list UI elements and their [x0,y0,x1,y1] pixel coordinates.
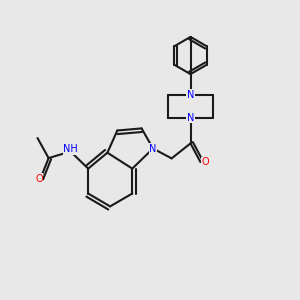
Text: N: N [187,89,194,100]
Text: N: N [187,112,194,123]
Text: NH: NH [63,144,78,154]
Text: N: N [149,143,157,154]
Text: O: O [201,157,209,167]
Text: O: O [35,173,43,184]
